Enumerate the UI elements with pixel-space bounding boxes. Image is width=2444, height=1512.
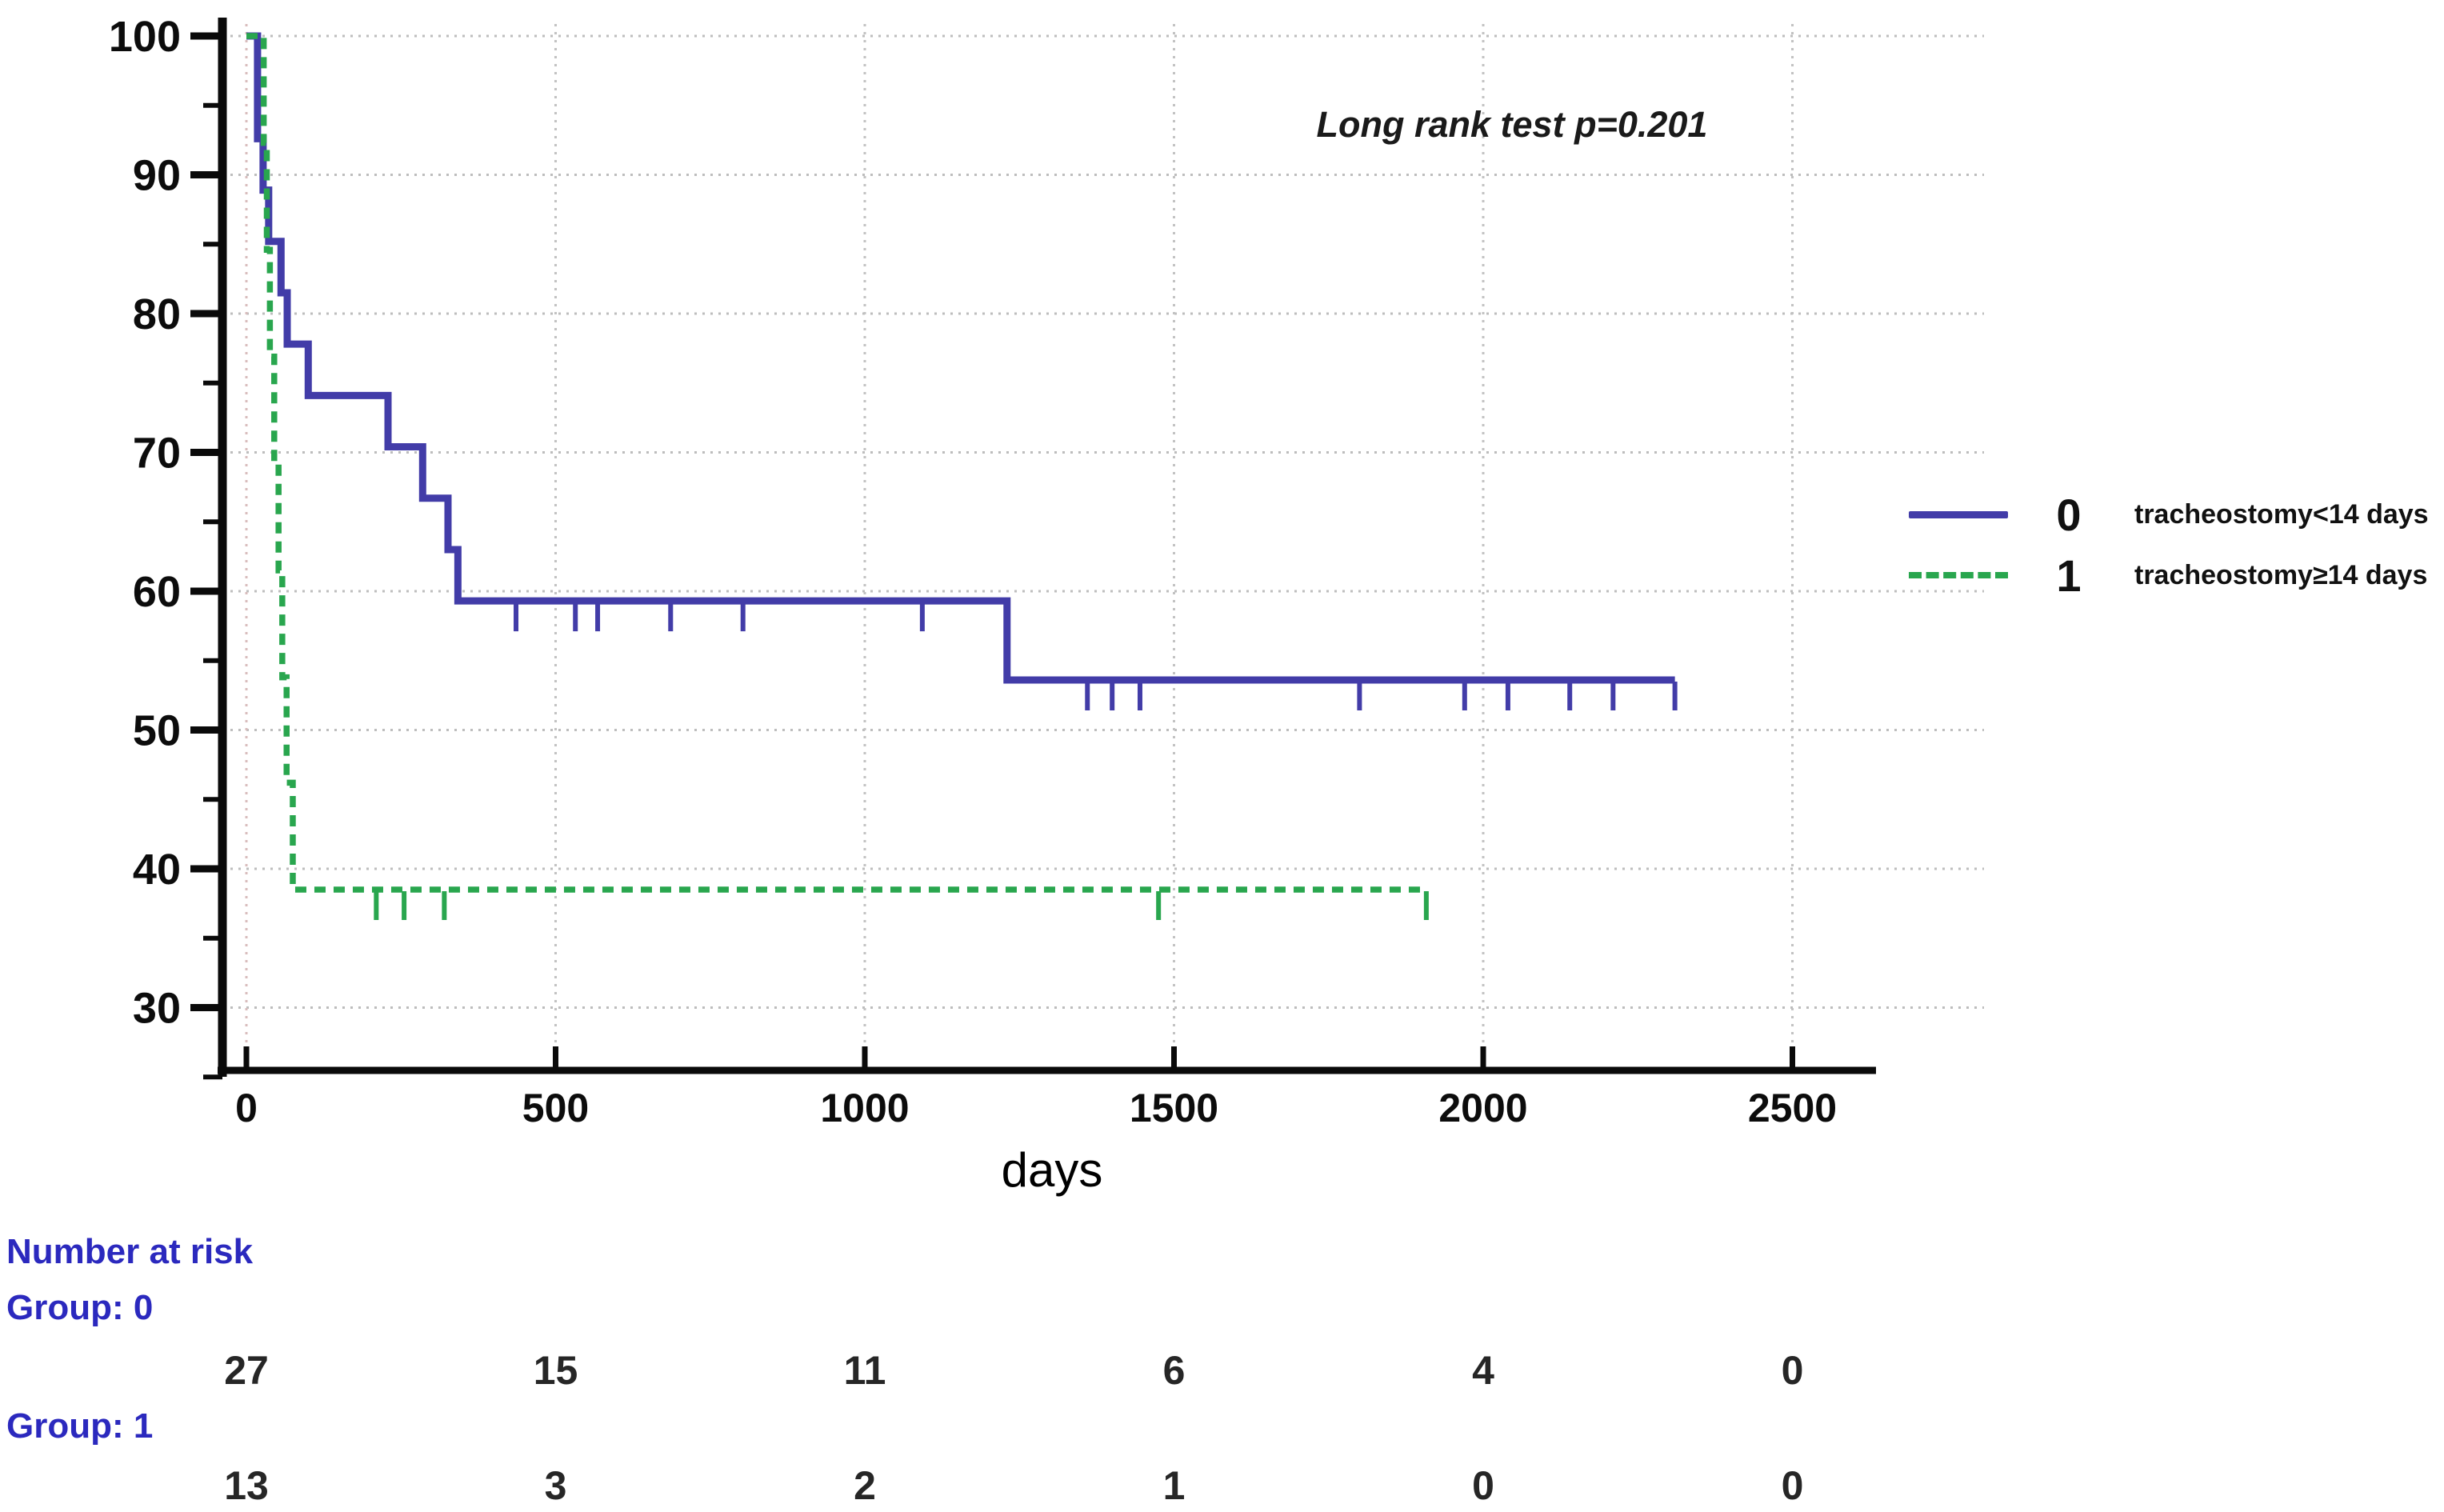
risk-count: 1 xyxy=(1162,1463,1186,1508)
risk-table-group1-values: 13 3 2 1 0 0 xyxy=(0,1462,2444,1510)
solid-line-sample-icon xyxy=(1909,510,2008,518)
x-axis-tick-label: 0 xyxy=(235,1086,258,1130)
risk-count: 6 xyxy=(1162,1348,1186,1393)
risk-count: 0 xyxy=(1781,1348,1804,1393)
dashed-line-sample-icon xyxy=(1909,572,2008,578)
legend-item-group1: 1 tracheostomy≥14 days xyxy=(1909,550,2428,601)
risk-count: 2 xyxy=(854,1463,876,1508)
y-axis-tick-label: 60 xyxy=(133,568,181,616)
risk-count: 0 xyxy=(1472,1463,1494,1508)
legend-group1-number: 1 xyxy=(2056,550,2082,601)
risk-count: 3 xyxy=(544,1463,567,1508)
x-axis-tick-label: 1500 xyxy=(1130,1086,1218,1130)
risk-count: 0 xyxy=(1781,1463,1804,1508)
y-axis-tick-label: 100 xyxy=(109,13,181,61)
y-axis-tick-label: 90 xyxy=(133,152,181,200)
legend-group0-number: 0 xyxy=(2056,489,2082,540)
risk-table-group0-label: Group: 0 xyxy=(6,1288,154,1327)
x-axis-tick-label: 2000 xyxy=(1438,1086,1527,1130)
y-axis-tick-label: 70 xyxy=(133,430,181,478)
risk-table-group0-values: 27 15 11 6 4 0 xyxy=(0,1347,2444,1395)
y-axis-tick-label: 30 xyxy=(133,985,181,1033)
legend-group1-label: tracheostomy≥14 days xyxy=(2134,559,2428,590)
x-axis-tick-label: 2500 xyxy=(1748,1086,1837,1130)
x-axis-tick-label: 500 xyxy=(522,1086,589,1130)
y-axis-tick-label: 40 xyxy=(133,846,181,894)
risk-count: 27 xyxy=(224,1348,269,1393)
x-axis-tick-label: 1000 xyxy=(820,1086,909,1130)
y-axis-tick-label: 80 xyxy=(133,290,181,338)
x-axis-title: days xyxy=(1001,1143,1103,1197)
legend-item-group0: 0 tracheostomy<14 days xyxy=(1909,489,2429,540)
risk-count: 4 xyxy=(1472,1348,1494,1393)
survival-curve-group0 xyxy=(246,32,1675,684)
risk-table-group1-label: Group: 1 xyxy=(6,1406,154,1446)
log-rank-annotation: Long rank test p=0.201 xyxy=(1316,104,1708,145)
y-axis-tick-label: 50 xyxy=(133,707,181,755)
survival-curve-group1 xyxy=(246,33,1426,893)
risk-table-title: Number at risk xyxy=(6,1232,254,1271)
risk-count: 13 xyxy=(224,1463,269,1508)
legend-group0-label: tracheostomy<14 days xyxy=(2134,498,2429,530)
risk-count: 15 xyxy=(533,1348,578,1393)
risk-count: 11 xyxy=(843,1348,886,1393)
